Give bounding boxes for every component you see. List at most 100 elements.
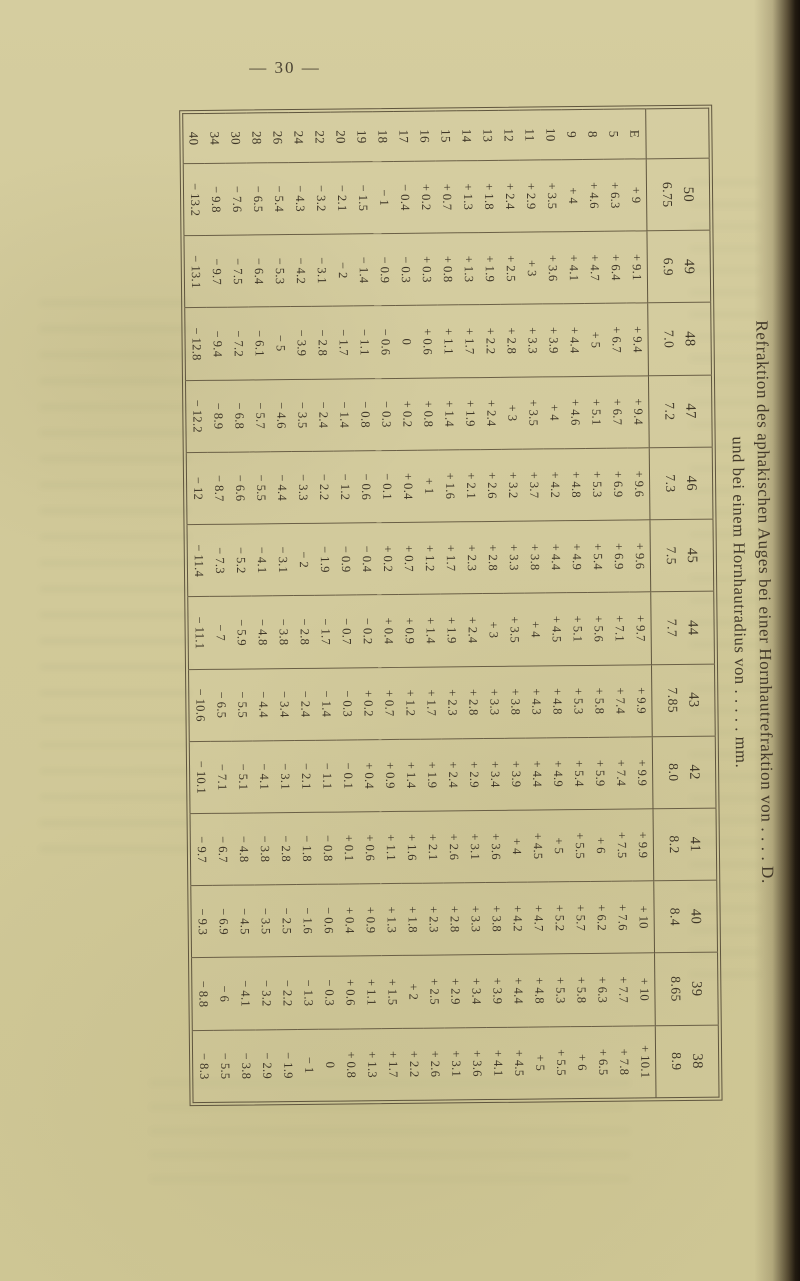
cell-value: + 1.8 bbox=[481, 183, 496, 210]
row-label: 24 bbox=[291, 130, 307, 145]
table-cell: + 7.8 bbox=[612, 1025, 635, 1099]
cell-value: + 0.7 bbox=[381, 689, 397, 717]
cell-value: + 4.2 bbox=[510, 905, 525, 932]
cell-value: + 2.4 bbox=[502, 182, 517, 210]
cell-value: + 4.7 bbox=[531, 904, 546, 932]
table-cell: − 5 bbox=[268, 306, 291, 380]
cell-value: + 1 bbox=[421, 477, 436, 495]
cell-value: − 8.8 bbox=[196, 980, 211, 1008]
table-cell: + 9.9 bbox=[629, 664, 652, 737]
table-cell: + 3.9 bbox=[485, 954, 508, 1028]
cell-value: + 4.1 bbox=[566, 254, 581, 282]
table-cell: + 9.6 bbox=[628, 519, 651, 593]
table-cell: + 4.3 bbox=[524, 665, 547, 738]
table-cell: + 4.5 bbox=[507, 1026, 530, 1100]
table-cell: + 4.4 bbox=[544, 520, 566, 594]
table-cell: − 2.8 bbox=[293, 595, 315, 669]
table-cell: + 9.7 bbox=[628, 592, 652, 665]
table-cell: − 3.3 bbox=[291, 451, 314, 524]
table-cell: + 1.8 bbox=[477, 160, 500, 233]
table-cell: − 2.8 bbox=[310, 306, 333, 379]
table-cell: + 0.2 bbox=[414, 161, 437, 234]
table-cell: + 5.9 bbox=[588, 736, 611, 810]
table-cell: + 4 bbox=[523, 593, 546, 666]
table-cell: + 1.4 bbox=[399, 738, 422, 812]
table-cell: + 0.9 bbox=[397, 594, 420, 667]
cell-value: + 4.8 bbox=[568, 471, 583, 498]
table-cell: + 1.9 bbox=[458, 377, 481, 450]
table-cell: − 0.4 bbox=[393, 161, 416, 234]
cell-value: − 3.5 bbox=[258, 907, 273, 935]
table-cell: + 1.9 bbox=[439, 594, 462, 667]
cell-value: − 2 bbox=[335, 261, 350, 279]
table-cell: + 7.6 bbox=[611, 881, 633, 954]
cell-value: − 0.4 bbox=[359, 545, 374, 573]
cell-value: + 2 bbox=[406, 983, 421, 1001]
table-header: 50 6.75 49 6.9 48 7.0 47 7.2 46 7.3 45 7.5 44 7.7 43 7.… bbox=[645, 108, 719, 1098]
table-cell: + 0.4 bbox=[338, 884, 360, 957]
table-cell: + 0.4 bbox=[376, 594, 399, 668]
table-cell: + 5.4 bbox=[567, 737, 590, 810]
col-header-power-d: 41 bbox=[686, 836, 704, 853]
cell-value: 0 bbox=[322, 1061, 337, 1069]
table-cell: − 4.6 bbox=[269, 379, 292, 452]
cell-value: + 4.5 bbox=[530, 832, 545, 860]
cell-value: + 0.4 bbox=[381, 617, 396, 645]
table-cell: − 0.1 bbox=[375, 450, 398, 523]
cell-value: − 0.8 bbox=[357, 401, 373, 428]
cell-value: − 5.5 bbox=[234, 691, 250, 719]
table-cell: − 0.2 bbox=[355, 594, 378, 668]
table-cell: − 0.9 bbox=[373, 233, 395, 307]
cell-value: + 3.8 bbox=[489, 905, 504, 933]
col-header-power-d: 48 bbox=[681, 331, 698, 347]
table-cell: − 5.4 bbox=[267, 162, 290, 236]
col-header-radius-mm: 8.2 bbox=[666, 835, 683, 854]
col-header-power-d: 44 bbox=[684, 619, 701, 636]
table-cell: + 0.6 bbox=[338, 956, 361, 1029]
cell-value: − 6 bbox=[217, 985, 232, 1003]
cell-value: − 5.9 bbox=[234, 619, 249, 646]
table-cell: − 9.7 bbox=[205, 235, 227, 308]
cell-value: + 0.2 bbox=[418, 183, 433, 211]
cell-value: + 4.5 bbox=[549, 615, 564, 643]
cell-value: + 4.4 bbox=[548, 543, 563, 571]
cell-value: + 4.8 bbox=[532, 977, 547, 1004]
table-cell: + 4.6 bbox=[563, 376, 586, 449]
col-header-radius-mm: 8.4 bbox=[667, 907, 683, 927]
table-cell: + 1.4 bbox=[437, 377, 460, 450]
cell-value: − 4.1 bbox=[254, 546, 269, 574]
table-cell: − 2.8 bbox=[274, 812, 297, 885]
cell-value: + 3.9 bbox=[546, 326, 561, 354]
cell-value: + 1.4 bbox=[423, 617, 438, 644]
cell-value: + 1.8 bbox=[405, 906, 420, 934]
table-cell: + 4.8 bbox=[545, 665, 568, 738]
cell-value: − 0.8 bbox=[320, 834, 335, 862]
cell-value: + 1.3 bbox=[460, 183, 475, 211]
table-cell: + 4.5 bbox=[544, 592, 567, 666]
cell-value: − 6.5 bbox=[213, 691, 229, 719]
cell-value: − 3.8 bbox=[238, 1052, 254, 1080]
row-label: 28 bbox=[249, 131, 265, 145]
table-cell: + 6.7 bbox=[605, 375, 628, 449]
cell-value: − 4.1 bbox=[256, 763, 272, 791]
table-cell: − 5.2 bbox=[229, 524, 252, 597]
cell-value: + 6.7 bbox=[609, 398, 625, 426]
table-cell: − 2.1 bbox=[330, 161, 353, 235]
cell-value: + 4.1 bbox=[490, 1049, 506, 1077]
cell-value: + 4.8 bbox=[549, 688, 565, 715]
table-cell: + 7.5 bbox=[610, 808, 633, 882]
cell-value: + 2.3 bbox=[464, 544, 479, 572]
col-header-radius-mm: 7.7 bbox=[664, 618, 680, 638]
cell-value: + 7.7 bbox=[616, 976, 631, 1004]
cell-value: + 2.9 bbox=[523, 182, 538, 210]
cell-value: − 6.8 bbox=[231, 402, 247, 430]
cell-value: + 3.3 bbox=[486, 688, 502, 716]
cell-value: + 4.3 bbox=[528, 688, 544, 716]
cell-value: + 4.2 bbox=[547, 471, 562, 499]
table-cell: + 2.2 bbox=[478, 304, 501, 378]
cell-value: − 13.2 bbox=[187, 182, 203, 217]
table-cell: − 6.4 bbox=[247, 235, 269, 308]
col-header-power-d: 47 bbox=[682, 403, 699, 419]
table-cell: + 1.1 bbox=[379, 811, 402, 884]
table-cell: − 0.9 bbox=[334, 522, 356, 596]
